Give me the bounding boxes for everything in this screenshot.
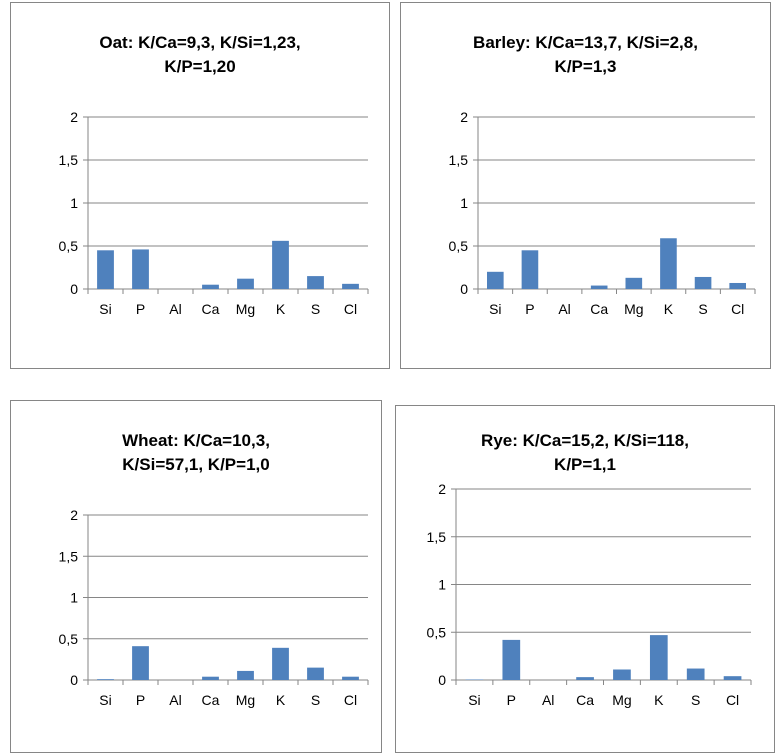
x-tick-label: Si	[99, 692, 111, 708]
x-tick-label: Ca	[576, 692, 594, 708]
bar-ca	[576, 677, 594, 680]
bar-mg	[237, 671, 254, 680]
bar-mg	[613, 669, 631, 680]
y-tick-label: 0,5	[427, 624, 447, 640]
x-tick-label: Ca	[202, 692, 220, 708]
y-tick-label: 0,5	[59, 238, 79, 254]
x-tick-label: Cl	[344, 692, 357, 708]
bar-cl	[342, 284, 359, 289]
y-tick-label: 1	[438, 577, 446, 593]
bar-chart: 0 0,5 1 1,5 2 Si P Al Ca Mg K S Cl	[11, 3, 391, 370]
x-tick-label: P	[136, 301, 145, 317]
x-tick-label: Al	[169, 692, 181, 708]
y-tick-label: 0	[438, 672, 446, 688]
bar-k	[272, 241, 289, 289]
bar-mg	[237, 279, 254, 289]
x-tick-label: P	[507, 692, 516, 708]
bar-chart: 0 0,5 1 1,5 2 Si P Al Ca Mg K S Cl	[11, 401, 383, 754]
y-tick-label: 2	[460, 109, 468, 125]
y-tick-label: 0,5	[449, 238, 469, 254]
bar-si	[487, 272, 504, 289]
bar-k	[272, 648, 289, 680]
x-tick-label: Al	[558, 301, 570, 317]
y-tick-label: 1	[70, 590, 78, 606]
x-tick-label: Cl	[731, 301, 744, 317]
x-tick-label: K	[276, 301, 286, 317]
x-tick-label: Mg	[236, 692, 255, 708]
bar-p	[522, 250, 539, 289]
bar-p	[502, 640, 520, 680]
x-tick-label: S	[311, 301, 320, 317]
x-tick-label: Al	[169, 301, 181, 317]
x-tick-label: S	[311, 692, 320, 708]
bar-chart: 0 0,5 1 1,5 2 Si P Al Ca Mg K S Cl	[396, 406, 776, 754]
x-tick-label: Si	[99, 301, 111, 317]
bar-cl	[342, 677, 359, 680]
bar-chart: 0 0,5 1 1,5 2 Si P Al Ca Mg K S Cl	[401, 3, 772, 370]
bar-si	[97, 679, 114, 680]
bar-s	[687, 669, 705, 680]
x-tick-label: S	[698, 301, 707, 317]
y-tick-label: 0,5	[59, 631, 79, 647]
bar-si	[97, 250, 114, 289]
x-tick-label: K	[276, 692, 286, 708]
y-tick-label: 0	[70, 281, 78, 297]
x-tick-label: Ca	[590, 301, 608, 317]
y-tick-label: 1,5	[59, 548, 79, 564]
y-tick-label: 0	[70, 672, 78, 688]
x-tick-label: Al	[542, 692, 554, 708]
bar-p	[132, 646, 149, 680]
y-tick-label: 2	[70, 507, 78, 523]
y-tick-label: 1,5	[449, 152, 469, 168]
y-tick-label: 1	[70, 195, 78, 211]
bar-s	[307, 668, 324, 680]
bar-ca	[202, 677, 219, 680]
x-tick-label: Ca	[202, 301, 220, 317]
x-tick-label: Mg	[612, 692, 631, 708]
x-tick-label: K	[654, 692, 664, 708]
y-tick-label: 1,5	[427, 529, 447, 545]
x-tick-label: S	[691, 692, 700, 708]
bar-k	[650, 635, 668, 680]
x-tick-label: Si	[489, 301, 501, 317]
x-tick-label: P	[136, 692, 145, 708]
y-tick-label: 1	[460, 195, 468, 211]
bar-s	[695, 277, 712, 289]
y-tick-label: 2	[438, 481, 446, 497]
bar-k	[660, 238, 677, 289]
bar-p	[132, 249, 149, 289]
y-tick-label: 0	[460, 281, 468, 297]
bar-cl	[729, 283, 746, 289]
bar-cl	[724, 676, 742, 680]
bar-ca	[591, 286, 608, 289]
y-tick-label: 1,5	[59, 152, 79, 168]
x-tick-label: K	[664, 301, 674, 317]
bar-ca	[202, 285, 219, 289]
x-tick-label: Si	[468, 692, 480, 708]
x-tick-label: Cl	[726, 692, 739, 708]
y-tick-label: 2	[70, 109, 78, 125]
x-tick-label: Mg	[236, 301, 255, 317]
bar-s	[307, 276, 324, 289]
x-tick-label: Cl	[344, 301, 357, 317]
x-tick-label: Mg	[624, 301, 643, 317]
x-tick-label: P	[525, 301, 534, 317]
bar-mg	[626, 278, 643, 289]
